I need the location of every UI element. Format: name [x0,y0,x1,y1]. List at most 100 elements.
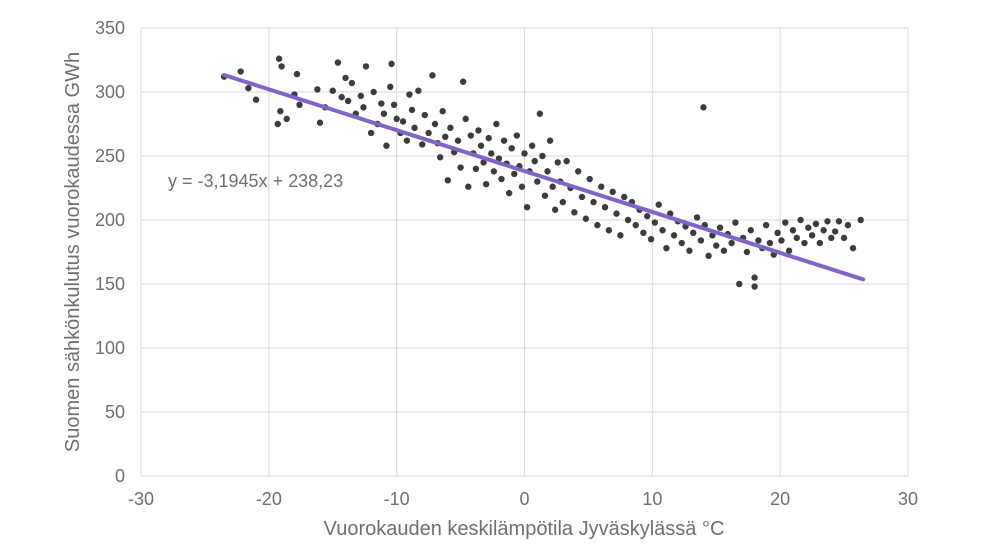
data-point [762,221,770,229]
data-point [314,86,321,93]
data-point [766,239,774,247]
data-point [508,145,515,152]
data-point [686,247,693,254]
data-point [462,115,469,123]
data-point [700,104,707,111]
data-point [751,274,758,281]
data-point [554,159,561,166]
data-point [808,232,816,239]
data-point [465,183,472,190]
data-point [277,108,284,115]
data-point [419,141,426,148]
data-point [342,74,349,82]
data-point [480,159,487,166]
data-point [245,84,252,92]
data-point [348,79,356,87]
data-point [705,252,712,260]
data-point [439,108,446,115]
data-point [574,168,582,175]
data-point [840,234,848,242]
data-point [551,206,559,213]
data-point [338,93,345,101]
data-point [857,216,864,224]
x-tick-label: -30 [128,489,154,509]
data-point [475,127,482,134]
data-point [697,237,705,244]
data-point [367,129,375,137]
data-point [344,97,352,105]
data-point [663,244,670,252]
data-point [613,210,620,217]
data-point [498,175,505,183]
data-point [655,201,662,208]
data-point [693,214,701,221]
x-tick-label: -20 [256,489,282,509]
data-point [713,242,720,249]
data-point [387,83,394,91]
data-point [598,183,605,190]
data-point [716,224,724,231]
data-point [406,91,413,98]
data-point [609,188,616,196]
data-point [743,248,751,256]
data-point [283,115,290,123]
gridlines [140,27,909,477]
data-point [388,60,395,68]
data-point [546,137,554,144]
data-point [493,120,500,128]
data-point [571,209,578,216]
data-point [578,193,586,201]
data-point [436,154,444,161]
data-point [828,234,835,242]
data-point [586,175,593,183]
y-axis-title: Suomen sähkönkulutus vuorokaudessa GWh [62,52,84,452]
data-point [454,137,462,144]
data-point [797,216,804,224]
data-point [782,219,789,226]
data-point [500,137,508,144]
data-point [495,155,503,162]
data-point [403,137,411,144]
data-point [624,216,632,224]
data-point [362,63,370,70]
data-point [659,227,666,234]
data-point [370,88,377,96]
data-point [415,87,422,94]
x-axis-title: Vuorokauden keskilämpötila Jyväskylässä … [324,518,725,540]
data-point [651,219,659,226]
data-point [513,132,521,139]
data-point [421,111,428,119]
data-point [601,204,609,211]
data-point [670,232,678,239]
data-point [528,142,536,149]
data-point [444,177,451,184]
data-point [793,234,800,242]
data-point [812,220,820,228]
data-point [820,227,827,234]
data-point [594,221,601,229]
data-point [278,63,285,70]
data-point [644,212,651,220]
data-point [536,110,544,117]
data-point [357,92,365,100]
data-point [732,219,739,226]
y-tick-label: 200 [95,210,125,230]
data-point [237,68,244,75]
data-point [380,110,388,117]
data-point [431,120,439,128]
data-point [534,178,541,185]
data-point [751,283,758,290]
trendline [222,72,866,282]
data-point [805,224,812,231]
y-tick-label: 350 [95,18,125,38]
y-tick-label: 300 [95,82,125,102]
data-point [605,227,613,234]
x-tick-label: 10 [642,489,662,509]
data-point [408,106,416,114]
data-point [521,150,528,157]
x-tick-label: -10 [384,489,410,509]
data-point [457,164,464,171]
data-point [447,124,454,132]
data-point [275,55,283,62]
